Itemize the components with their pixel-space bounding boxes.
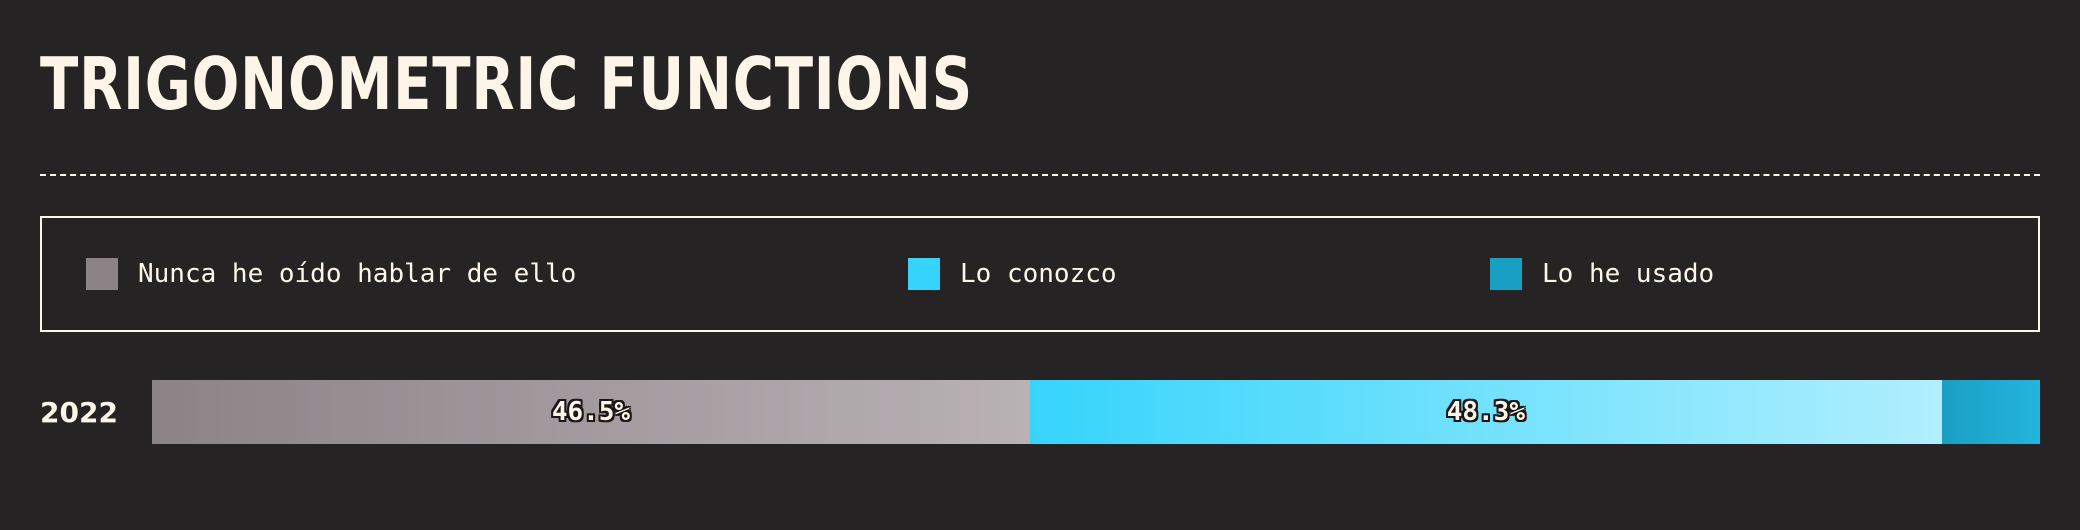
bar-value-label: 46.5% <box>551 397 631 427</box>
category-label: 2022 <box>40 395 118 429</box>
legend-item-lo-conozco[interactable]: Lo conozco <box>908 218 1117 330</box>
bar-value-label: 48.3% <box>1446 397 1525 427</box>
legend: Nunca he oído hablar de ello Lo conozco … <box>40 216 2040 332</box>
legend-label: Lo he usado <box>1542 259 1715 289</box>
legend-label: Lo conozco <box>960 259 1117 289</box>
bar-segment-nunca[interactable] <box>152 380 1030 444</box>
legend-item-nunca[interactable]: Nunca he oído hablar de ello <box>86 218 576 330</box>
bar-segment-lo-he-usado[interactable] <box>1941 380 2040 444</box>
bar-segment-lo-conozco[interactable] <box>1029 380 1942 444</box>
legend-item-lo-he-usado[interactable]: Lo he usado <box>1490 218 1714 330</box>
stacked-bar: 46.5% 48.3% <box>152 380 2040 444</box>
legend-swatch <box>908 258 940 290</box>
legend-label: Nunca he oído hablar de ello <box>138 259 577 289</box>
chart-title: Trigonometric functions <box>40 42 974 126</box>
title-divider <box>40 174 2040 176</box>
legend-swatch <box>1490 258 1522 290</box>
legend-swatch <box>86 258 118 290</box>
